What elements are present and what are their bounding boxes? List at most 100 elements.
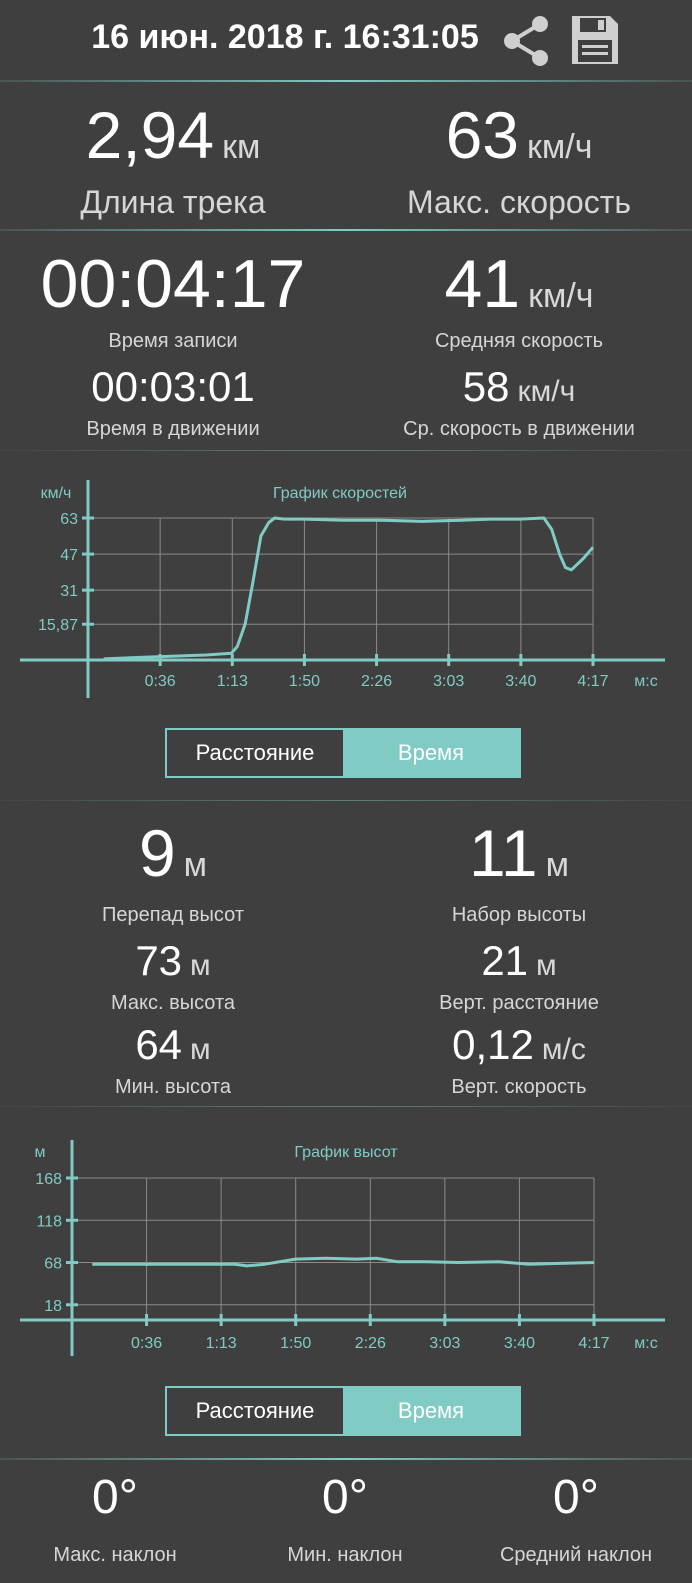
speed-chart-toggle: Расстояние Время [165,728,521,778]
track-length-block: 2,94 км Длина трека [0,102,346,221]
vert-speed-value: 0,12 [452,1021,534,1068]
max-alt-label: Макс. высота [110,992,236,1014]
avg-speed-value: 41 [444,246,521,322]
min-alt-block: 64 м Мин. высота [0,1024,346,1099]
x-tick-label: 4:17 [578,1335,609,1352]
x-axis-label: м:с [634,673,657,690]
vert-distance-unit: м [536,949,557,982]
avg-moving-speed-label: Ср. скорость в движении [403,418,635,440]
x-tick-label: 3:03 [429,1335,460,1352]
record-time-block: 00:04:17 Время записи [0,250,346,353]
avg-speed-unit: км/ч [528,277,594,315]
x-tick-label: 3:03 [433,673,464,690]
x-tick-label: 2:26 [355,1335,386,1352]
alt-toggle-distance-button[interactable]: Расстояние [195,1398,315,1423]
track-datetime: 16 июн. 2018 г. 16:31:05 [91,18,479,56]
y-tick-label: 18 [44,1298,62,1315]
avg-moving-speed-block: 58 км/ч Ср. скорость в движении [346,366,692,441]
y-axis-label: км/ч [41,485,72,502]
series-line [92,1256,595,1268]
avg-speed-block: 41 км/ч Средняя скорость [346,250,692,353]
chart-title: График скоростей [273,485,407,502]
x-tick-label: 3:40 [504,1335,535,1352]
x-tick-label: 0:36 [131,1335,162,1352]
vert-distance-block: 21 м Верт. расстояние [346,940,692,1015]
x-tick-label: 4:17 [577,673,608,690]
x-tick-label: 1:13 [217,673,248,690]
max-slope-value: 0° [92,1471,138,1524]
x-tick-label: 3:40 [505,673,536,690]
avg-slope-block: 0° Средний наклон [460,1474,692,1567]
divider [0,80,692,82]
avg-moving-speed-unit: км/ч [517,375,576,408]
share-icon[interactable] [500,14,554,68]
divider [0,229,692,231]
min-slope-label: Мин. наклон [287,1544,403,1566]
min-alt-unit: м [190,1033,211,1066]
chart-title: График высот [294,1144,398,1161]
alt-toggle-time-button[interactable]: Время [343,1388,519,1434]
max-speed-unit: км/ч [527,128,593,166]
vert-speed-block: 0,12 м/с Верт. скорость [346,1024,692,1099]
y-tick-label: 168 [35,1171,62,1188]
max-slope-label: Макс. наклон [53,1544,177,1566]
moving-time-block: 00:03:01 Время в движении [0,366,346,441]
speed-toggle-distance-button[interactable]: Расстояние [195,740,315,765]
max-slope-block: 0° Макс. наклон [0,1474,230,1567]
vert-speed-label: Верт. скорость [451,1076,587,1098]
max-alt-value: 73 [135,937,183,984]
max-alt-unit: м [190,949,211,982]
avg-slope-value: 0° [553,1471,599,1524]
max-speed-block: 63 км/ч Макс. скорость [346,102,692,221]
min-slope-block: 0° Мин. наклон [230,1474,460,1567]
record-time-label: Время записи [108,330,238,352]
y-tick-label: 118 [36,1213,62,1230]
elevation-diff-unit: м [183,846,208,884]
x-tick-label: 0:36 [145,673,176,690]
y-tick-label: 31 [60,583,78,600]
min-alt-label: Мин. высота [115,1076,231,1098]
x-tick-label: 1:13 [206,1335,237,1352]
divider [0,450,692,451]
elevation-gain-block: 11 м Набор высоты [346,820,692,927]
elevation-gain-unit: м [545,846,569,884]
max-speed-label: Макс. скорость [406,184,632,220]
y-axis-label: м [35,1144,46,1161]
min-alt-value: 64 [135,1021,183,1068]
divider [0,1106,692,1107]
max-speed-value: 63 [445,98,519,172]
y-tick-label: 47 [60,547,78,564]
speed-toggle-time-button[interactable]: Время [343,730,519,776]
altitude-chart-toggle: Расстояние Время [165,1386,521,1436]
y-tick-label: 15,87 [38,617,78,634]
record-time-value: 00:04:17 [40,246,306,322]
series-line [103,516,595,661]
vert-distance-label: Верт. расстояние [439,992,599,1014]
moving-time-label: Время в движении [86,418,260,440]
track-length-label: Длина трека [80,184,266,220]
speed-chart: 15,87 31 47 63 0:36 1:13 1:50 2:26 3:03 3:40 4:17 к… [20,480,665,698]
save-icon[interactable] [570,14,620,66]
track-length-value: 2,94 [85,98,215,172]
altitude-chart: 18 68 118 168 0:36 1:13 1:50 2:26 3:03 3:40 4:17 м м… [20,1140,665,1356]
x-tick-label: 1:50 [289,673,320,690]
avg-moving-speed-value: 58 [462,363,510,410]
moving-time-value: 00:03:01 [91,363,255,410]
elevation-gain-value: 11 [469,816,538,890]
elevation-diff-label: Перепад высот [102,904,244,926]
vert-distance-value: 21 [481,937,529,984]
divider [0,800,692,801]
x-tick-label: 2:26 [361,673,392,690]
avg-slope-label: Средний наклон [499,1544,653,1566]
y-tick-label: 63 [60,511,78,528]
avg-speed-label: Средняя скорость [434,330,604,352]
track-length-unit: км [222,128,261,166]
elevation-gain-label: Набор высоты [451,904,587,926]
elevation-diff-value: 9 [138,816,176,890]
y-tick-label: 68 [44,1256,62,1273]
min-slope-value: 0° [322,1471,368,1524]
divider [0,1458,692,1460]
x-tick-label: 1:50 [280,1335,311,1352]
vert-speed-unit: м/с [541,1033,586,1066]
